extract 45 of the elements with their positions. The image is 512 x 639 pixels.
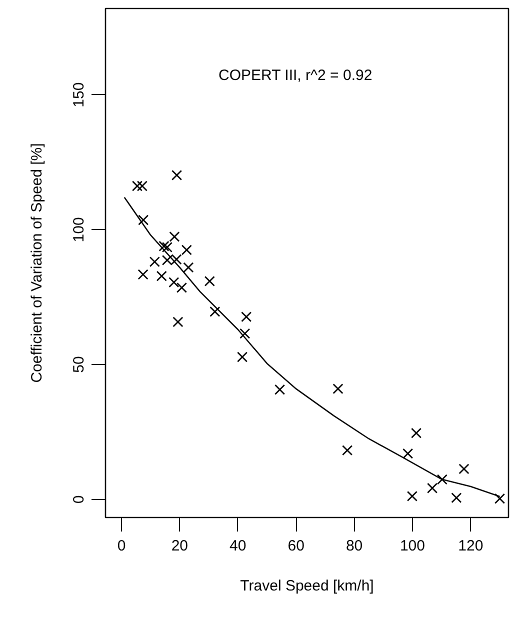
point [162, 242, 172, 253]
point [436, 474, 448, 485]
point [274, 384, 286, 395]
point [236, 352, 248, 362]
point [156, 270, 167, 282]
point [494, 493, 506, 504]
y-tick-label: 0 [70, 495, 88, 504]
y-tick-label: 150 [70, 82, 88, 108]
point [332, 384, 344, 394]
point [138, 214, 149, 226]
y-axis-title: Coefficient of Variation of Speed [%] [28, 143, 46, 383]
point [172, 316, 184, 328]
y-tick-label: 100 [70, 217, 88, 242]
point [241, 312, 252, 322]
point [406, 490, 418, 502]
x-tick-label: 100 [400, 538, 425, 554]
point [149, 256, 160, 268]
annotation: COPERT III, r^2 = 0.92 [218, 67, 372, 84]
point [183, 262, 194, 273]
x-tick-label: 20 [171, 538, 188, 554]
point [138, 269, 148, 280]
point [402, 448, 414, 459]
point [240, 328, 250, 339]
x-tick-label: 120 [458, 538, 484, 554]
y-tick-label: 50 [70, 356, 88, 373]
point [342, 445, 353, 456]
x-tick-label: 60 [288, 538, 304, 554]
point [176, 282, 188, 293]
point [169, 231, 180, 242]
point [458, 464, 470, 474]
x-tick-label: 0 [117, 538, 126, 554]
point [426, 482, 438, 494]
point [168, 276, 180, 288]
point [171, 170, 182, 180]
point [136, 180, 148, 192]
x-axis-title: Travel Speed [km/h] [240, 578, 374, 594]
point [204, 276, 215, 287]
point [181, 244, 192, 256]
point [451, 492, 462, 504]
x-tick-label: 80 [346, 538, 363, 554]
point [210, 306, 220, 317]
point [132, 180, 143, 192]
x-tick-label: 40 [230, 538, 246, 554]
point [410, 428, 422, 438]
point [158, 240, 170, 252]
